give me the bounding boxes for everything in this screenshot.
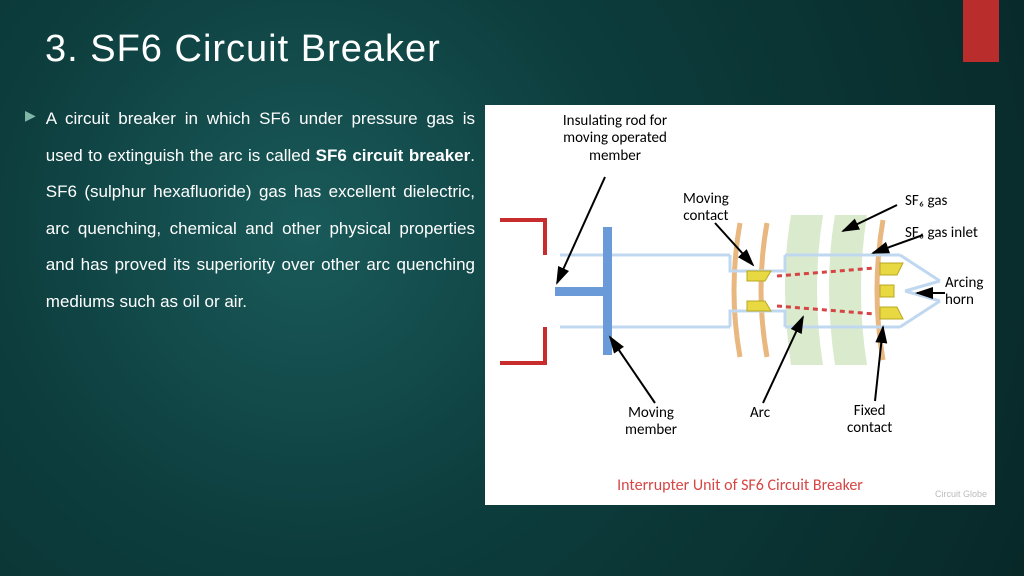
diagram-caption: Interrupter Unit of SF6 Circuit Breaker: [617, 476, 863, 495]
label-insulating-rod: Insulating rod formoving operatedmember: [535, 113, 695, 165]
label-moving-contact: Movingcontact: [683, 191, 729, 226]
body-post: . SF6 (sulphur hexafluoride) gas has exc…: [46, 146, 475, 311]
label-arcing-horn: Arcinghorn: [945, 275, 983, 310]
text-column: ▶ A circuit breaker in which SF6 under p…: [25, 101, 475, 505]
slide-title: 3. SF6 Circuit Breaker: [0, 0, 1024, 71]
bullet-icon: ▶: [25, 101, 36, 505]
accent-bar: [963, 0, 999, 62]
diagram-svg: [485, 105, 995, 505]
body-bold: SF6 circuit breaker: [316, 146, 471, 165]
body-paragraph: A circuit breaker in which SF6 under pre…: [46, 101, 475, 505]
content-area: ▶ A circuit breaker in which SF6 under p…: [0, 71, 1024, 505]
diagram: Insulating rod formoving operatedmember …: [485, 105, 995, 505]
label-moving-member: Movingmember: [625, 405, 677, 440]
diagram-column: Insulating rod formoving operatedmember …: [485, 101, 1024, 505]
label-arc: Arc: [750, 405, 770, 422]
label-sf6-gas: SF₆ gas: [905, 193, 947, 210]
diagram-watermark: Circuit Globe: [935, 489, 987, 499]
label-sf6-inlet: SF₆ gas inlet: [905, 225, 978, 242]
label-fixed-contact: Fixedcontact: [847, 403, 892, 438]
